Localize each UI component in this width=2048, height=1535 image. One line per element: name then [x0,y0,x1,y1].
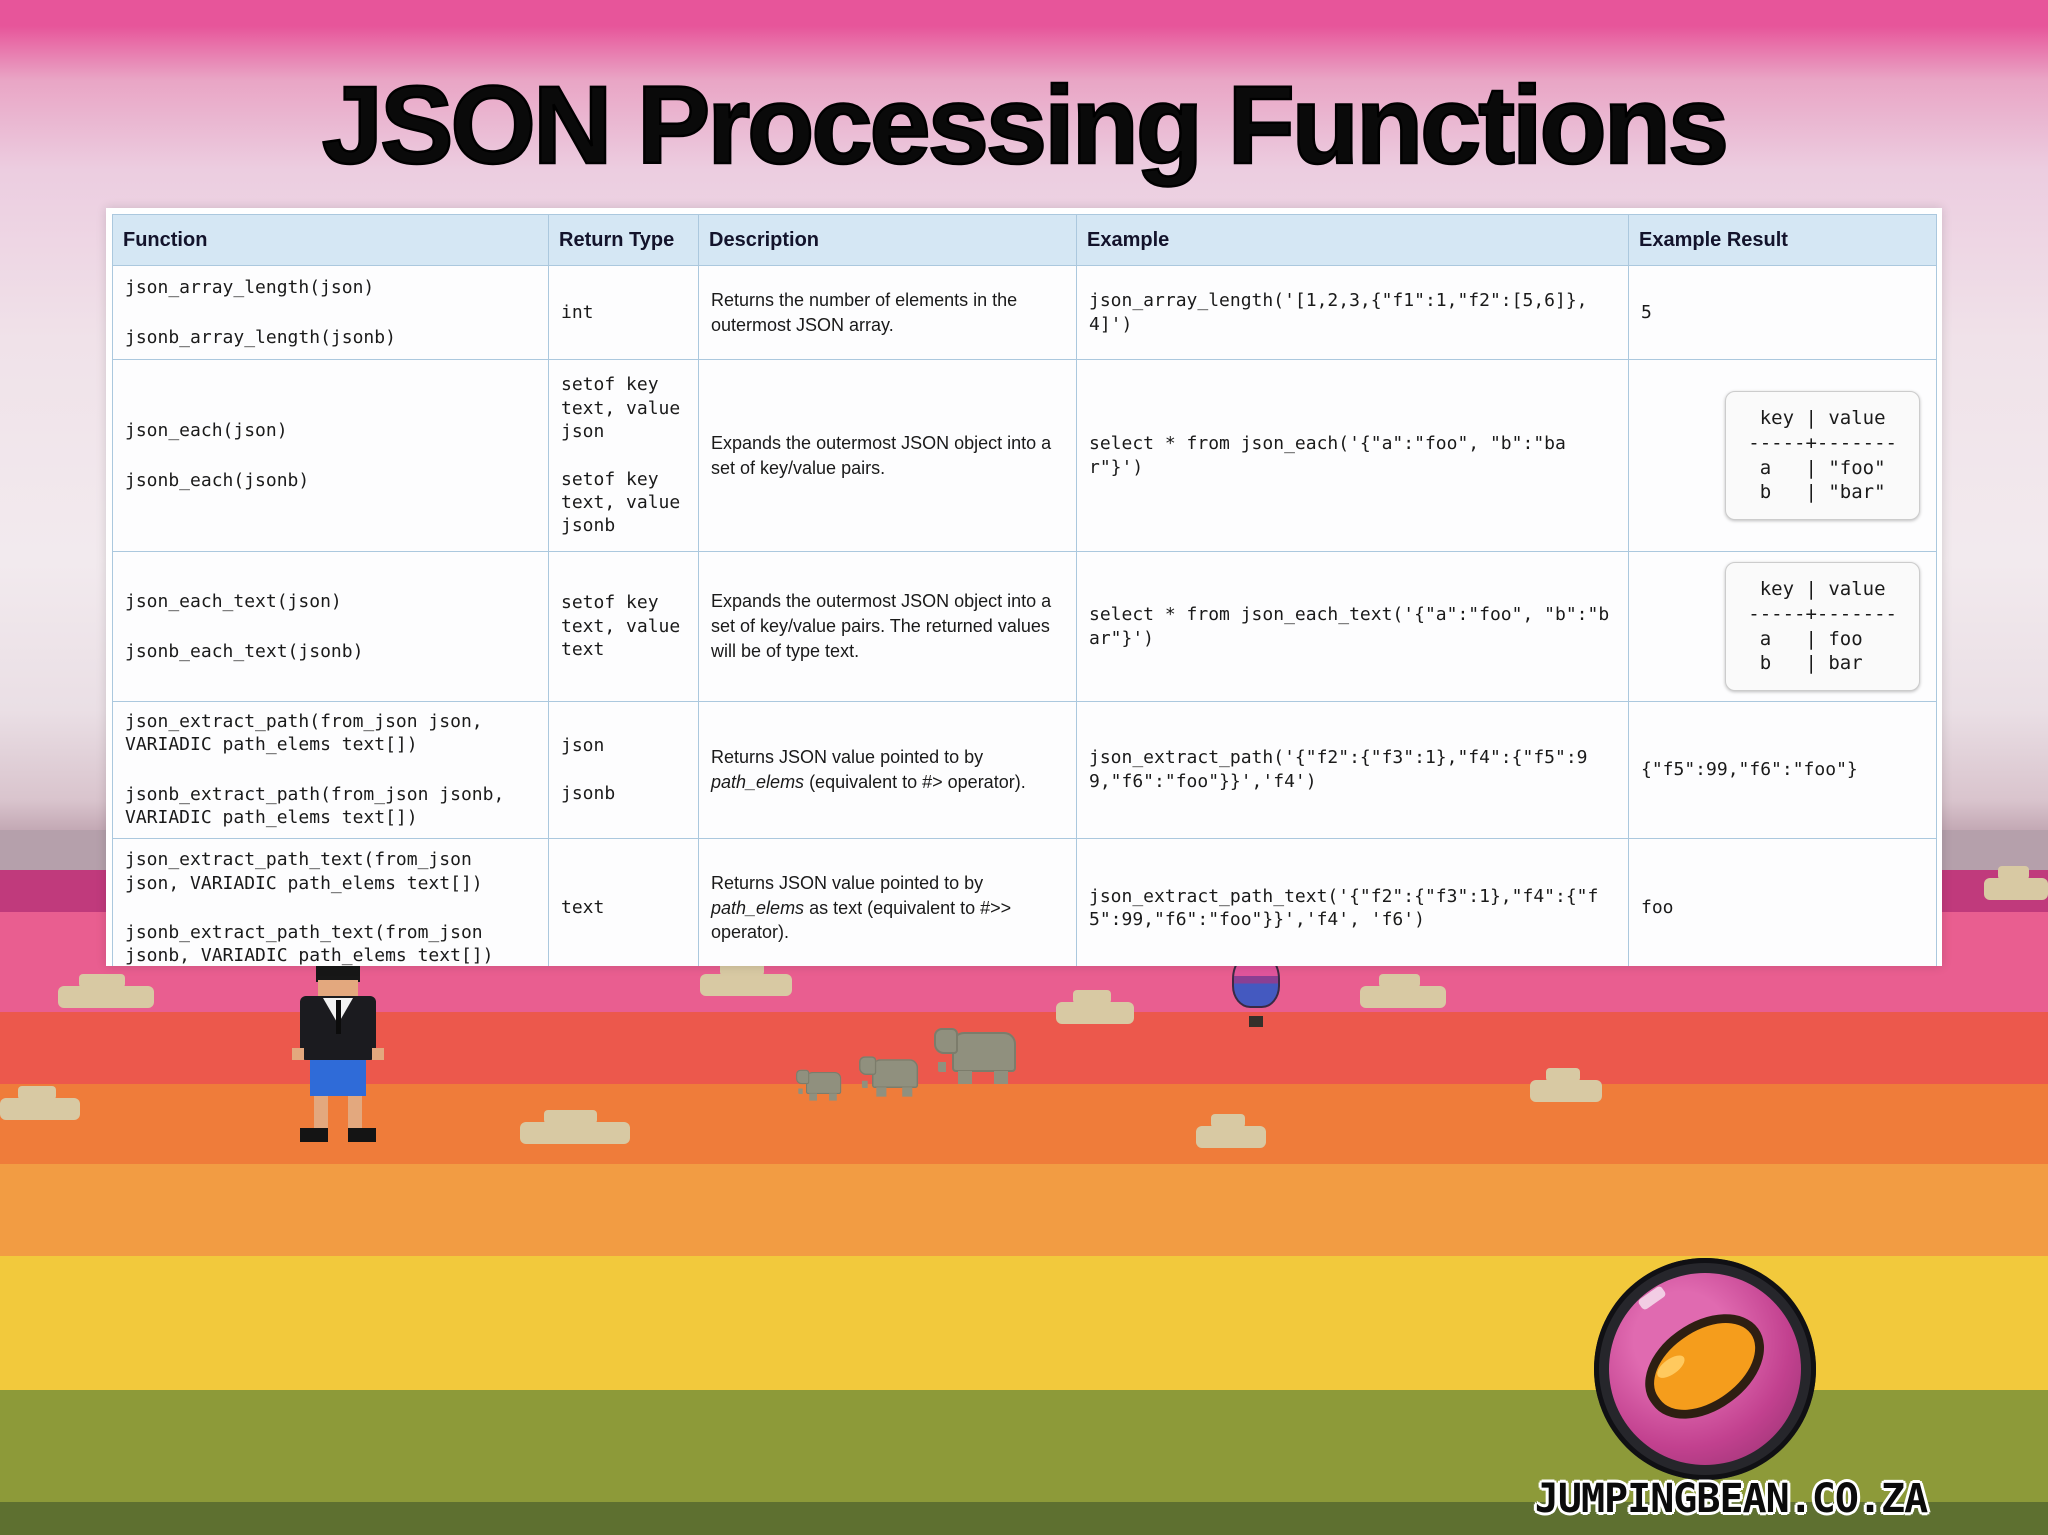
elephant-icon [796,1069,842,1101]
function-signature: json_each_text(json) [125,591,342,613]
result-output-box: key | value -----+------- a | "foo" b | … [1725,391,1920,520]
cloud-icon [1530,1068,1602,1102]
return-type-cell: setof key text, value json setof key tex… [548,359,699,552]
result-cell: {"f5":99,"f6":"foo"} [1628,701,1937,839]
description-text: (equivalent to #> operator). [804,771,1026,792]
function-cell: json_array_length(json) jsonb_array_leng… [112,265,549,360]
return-type: jsonb [561,782,616,804]
description-cell: Returns the number of elements in the ou… [698,265,1077,360]
function-cell: json_each_text(json) jsonb_each_text(jso… [112,551,549,702]
col-header-example: Example [1076,214,1629,266]
function-cell: json_each(json) jsonb_each(jsonb) [112,359,549,552]
result-output-box: key | value -----+------- a | foo b | ba… [1725,562,1920,691]
function-signature: jsonb_array_length(jsonb) [125,326,396,348]
example-cell: select * from json_each('{"a":"foo", "b"… [1076,359,1629,552]
cloud-icon [0,1086,80,1120]
example-cell: json_extract_path('{"f2":{"f3":1},"f4":{… [1076,701,1629,839]
function-signature: jsonb_each_text(jsonb) [125,640,364,662]
cloud-icon [700,962,792,996]
table-row: json_extract_path(from_json json, VARIAD… [112,701,1937,839]
cloud-icon [1360,974,1446,1008]
cloud-icon [1056,990,1134,1024]
character-hand [372,1048,384,1060]
table-row: json_each_text(json) jsonb_each_text(jso… [112,551,1937,702]
return-type-cell: json jsonb [548,701,699,839]
elephant-body [796,1069,842,1101]
character-tie [336,1000,341,1034]
result-cell: key | value -----+------- a | "foo" b | … [1628,359,1937,552]
return-type: setof key text, value json [561,374,681,443]
return-type: setof key text, value jsonb [561,468,681,537]
character-shoe [348,1128,376,1142]
elephant-body [859,1056,919,1097]
function-signature: jsonb_each(jsonb) [125,469,310,491]
table-row: json_array_length(json) jsonb_array_leng… [112,265,1937,360]
table-row: json_each(json) jsonb_each(jsonb) setof … [112,359,1937,552]
logo-text: JUMPINGBEAN.CO.ZA [1534,1476,1928,1522]
col-header-description: Description [698,214,1077,266]
result-cell: key | value -----+------- a | foo b | ba… [1628,551,1937,702]
return-type-cell: int [548,265,699,360]
cloud-icon [520,1110,630,1144]
table-row: json_extract_path_text(from_json json, V… [112,837,1937,966]
json-functions-table: Function Return Type Description Example… [112,214,1937,966]
description-text: Returns JSON value pointed to by [711,872,984,893]
function-cell: json_extract_path(from_json json, VARIAD… [112,701,549,839]
description-cell: Expands the outermost JSON object into a… [698,551,1077,702]
table-header-row: Function Return Type Description Example… [112,214,1937,266]
elephant-body [934,1028,1016,1084]
col-header-function: Function [112,214,549,266]
return-type: int [561,301,594,323]
result-cell: foo [1628,837,1937,966]
description-italic: path_elems [711,897,805,918]
character-face [318,980,358,996]
return-type-cell: text [548,837,699,966]
description-text: Returns JSON value pointed to by [711,746,984,767]
jumpingbean-logo [1594,1258,1816,1480]
description-cell: Expands the outermost JSON object into a… [698,359,1077,552]
col-header-return-type: Return Type [548,214,699,266]
character-shoe [300,1128,328,1142]
example-cell: select * from json_each_text('{"a":"foo"… [1076,551,1629,702]
sunset-band-orange1 [0,1084,2048,1164]
return-type: text [561,897,605,919]
description-text: as text (equivalent to #>> operator). [711,897,1012,943]
ground-band-dark [0,1502,2048,1535]
page-title: JSON Processing Functions [321,63,1731,189]
description-italic: path_elems [711,771,805,792]
function-signature: jsonb_extract_path_text(from_json jsonb,… [125,922,494,966]
description-cell: Returns JSON value pointed to by path_el… [698,837,1077,966]
return-type: json [561,735,605,757]
character-shorts [310,1060,366,1096]
return-type: setof key text, value text [561,592,681,661]
pixel-character [292,952,384,1162]
function-signature: json_extract_path(from_json json, VARIAD… [125,711,483,756]
sunset-band-orange2 [0,1164,2048,1256]
table-card: Function Return Type Description Example… [106,208,1942,966]
cloud-icon [58,974,154,1008]
elephant-icon [859,1056,919,1097]
function-signature: jsonb_extract_path(from_json jsonb, VARI… [125,783,505,829]
character-leg [348,1096,362,1128]
return-type-cell: setof key text, value text [548,551,699,702]
function-signature: json_extract_path_text(from_json json, V… [125,849,483,894]
result-cell: 5 [1628,265,1937,360]
example-cell: json_extract_path_text('{"f2":{"f3":1},"… [1076,837,1629,966]
description-cell: Returns JSON value pointed to by path_el… [698,701,1077,839]
function-signature: json_array_length(json) [125,277,375,299]
function-cell: json_extract_path_text(from_json json, V… [112,837,549,966]
example-cell: json_array_length('[1,2,3,{"f1":1,"f2":[… [1076,265,1629,360]
elephant-icon [934,1028,1016,1084]
character-leg [314,1096,328,1128]
col-header-example-result: Example Result [1628,214,1937,266]
cloud-icon [1984,866,2048,900]
function-signature: json_each(json) [125,420,288,442]
character-hand [292,1048,304,1060]
balloon-basket [1249,1016,1263,1027]
cloud-icon [1196,1114,1266,1148]
